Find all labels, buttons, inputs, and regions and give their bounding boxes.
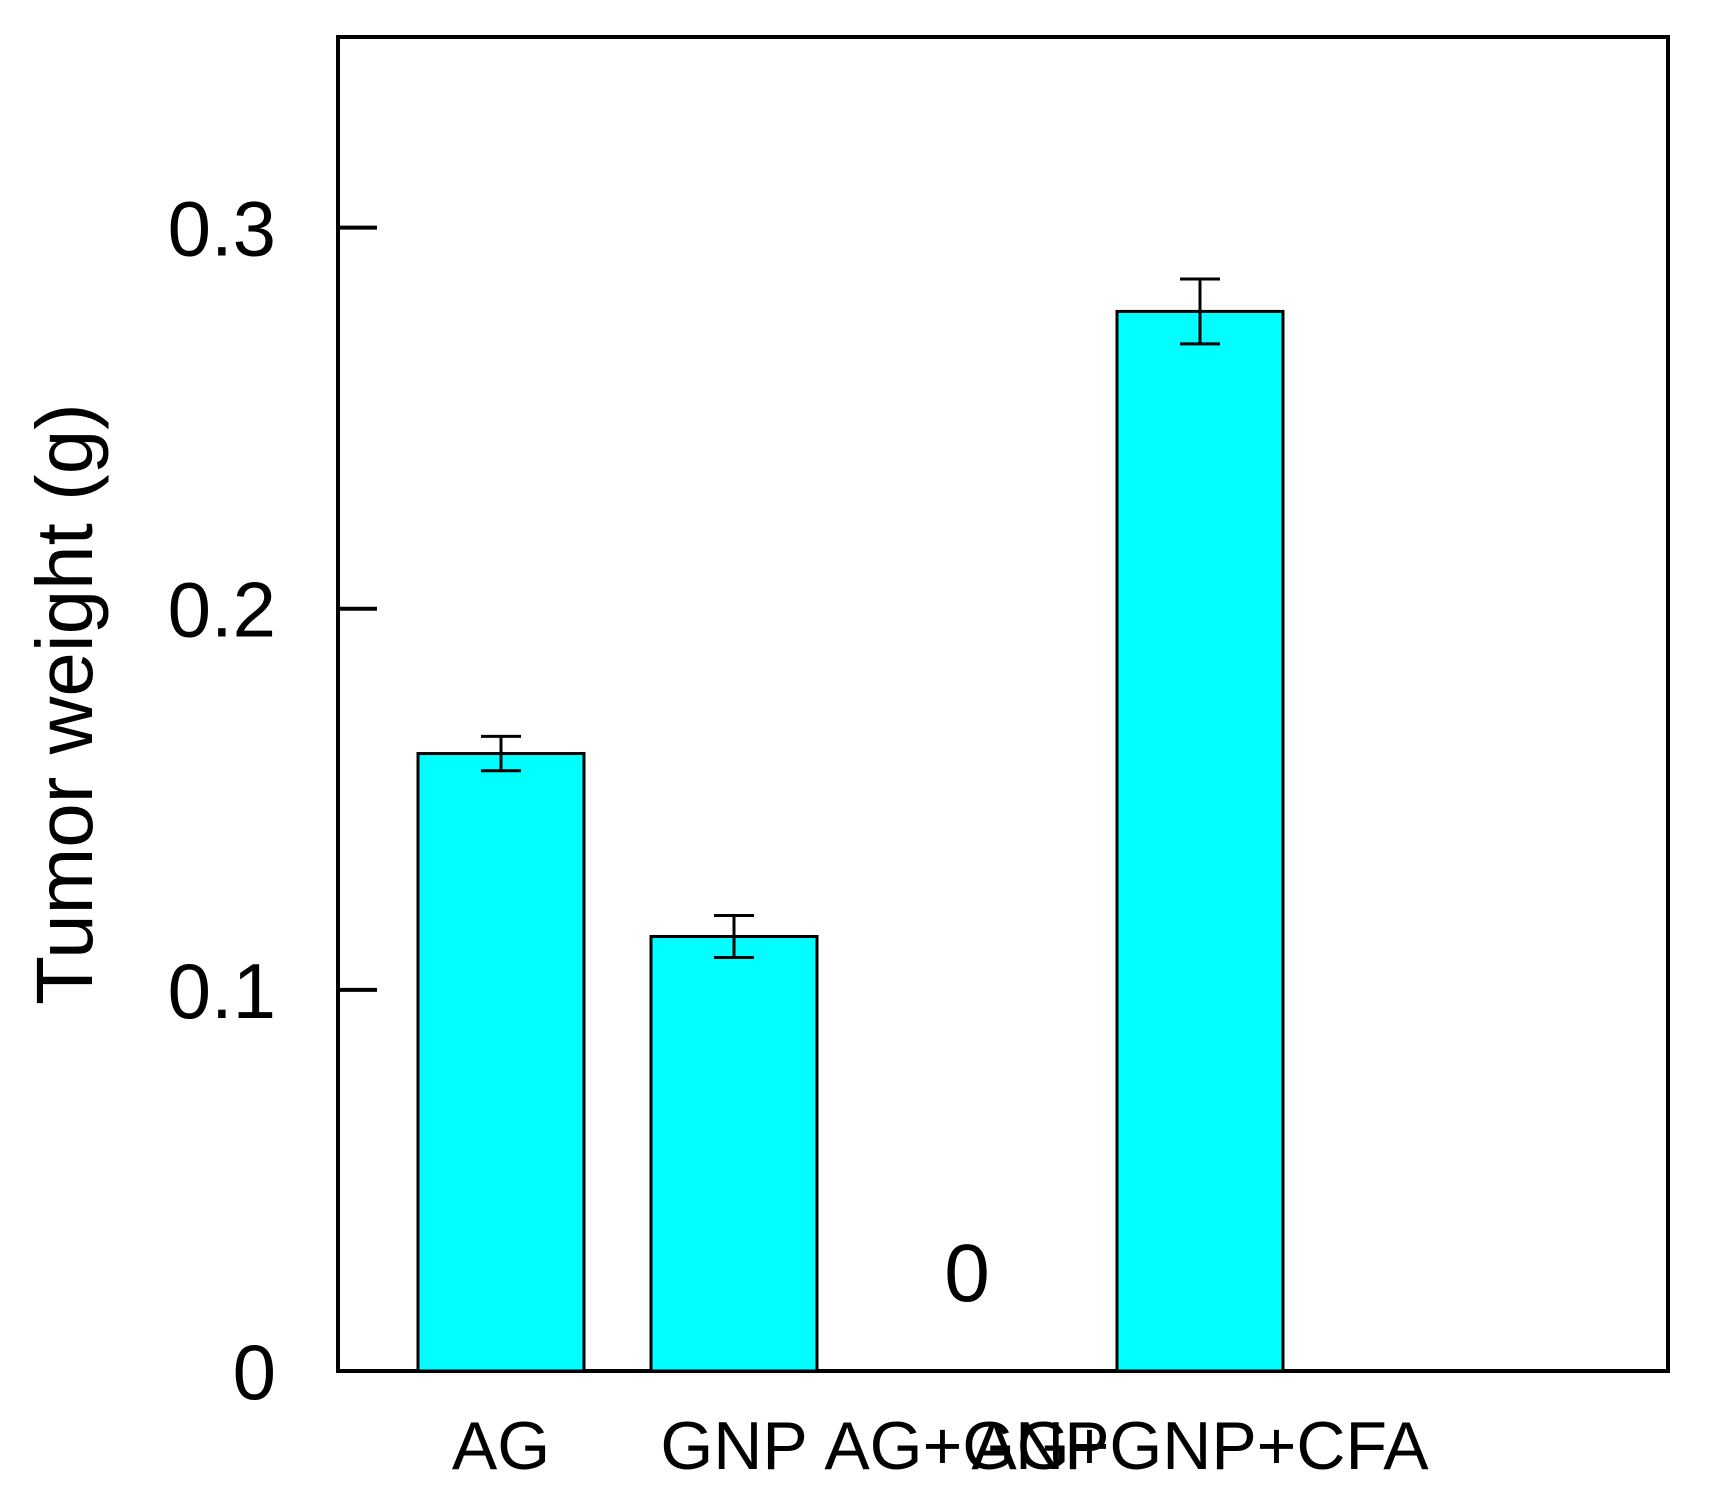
plot-frame <box>336 35 1670 1373</box>
bars: 0 <box>416 277 1285 1373</box>
x-category-label: AG+GNP+CFA <box>971 1408 1429 1484</box>
x-category-label: AG <box>452 1408 550 1484</box>
bar <box>1115 309 1285 1373</box>
y-tick-label: 0.3 <box>168 185 276 273</box>
y-axis-title: Tumor weight (g) <box>20 403 109 1005</box>
y-tick-label: 0.2 <box>168 566 276 654</box>
data-label: 0 <box>944 1228 990 1319</box>
bar <box>649 934 819 1373</box>
x-category-label: GNP <box>660 1408 807 1484</box>
y-axis: 0 0.1 0.2 0.3 <box>168 185 377 1416</box>
y-tick-label: 0 <box>233 1328 276 1416</box>
x-category-label: AG+GNP <box>824 1408 1109 1484</box>
y-tick-label: 0.1 <box>168 947 276 1035</box>
bar <box>416 752 586 1373</box>
